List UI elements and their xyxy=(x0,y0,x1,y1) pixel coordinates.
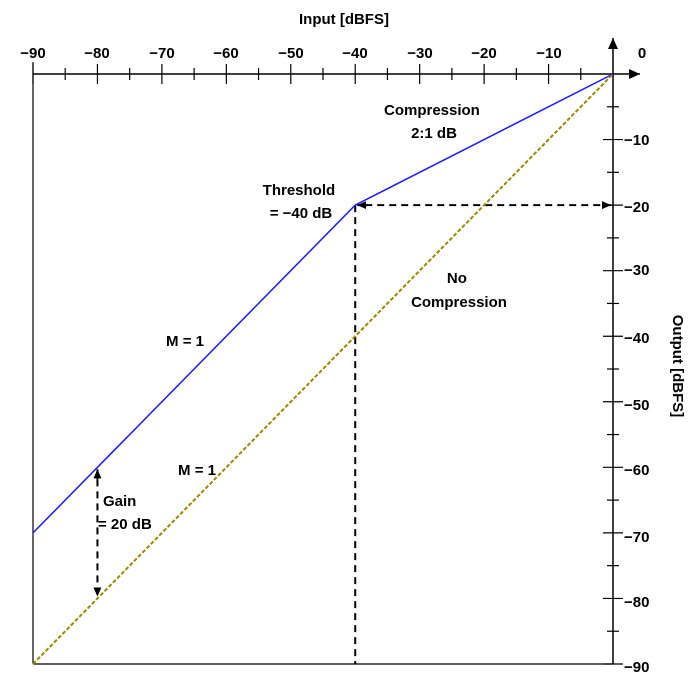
compression-label: Compression 2:1 dB xyxy=(384,102,484,142)
gain-label: Gain = 20 dB xyxy=(98,493,152,533)
y-tick-label: −10 xyxy=(624,132,649,149)
compressed-output-line xyxy=(32,73,614,534)
x-tick-label: −90 xyxy=(20,45,45,62)
gain-label-line: Gain xyxy=(103,493,136,510)
compression-label-line: Compression xyxy=(384,102,480,119)
threshold-label: Threshold = −40 dB xyxy=(263,182,340,222)
slope-label-upper: M = 1 xyxy=(166,333,204,350)
y-tick-label: −50 xyxy=(624,397,649,414)
x-tick-label: −70 xyxy=(149,45,174,62)
axes-frame xyxy=(32,38,640,665)
y-tick-label: −80 xyxy=(624,594,649,611)
gain-label-line: = 20 dB xyxy=(98,516,152,533)
x-tick-label: −10 xyxy=(536,45,561,62)
x-tick-label: −20 xyxy=(471,45,496,62)
x-tick-labels: −90 −80 −70 −60 −50 −40 −30 −20 −10 0 xyxy=(20,45,646,62)
threshold-label-line: Threshold xyxy=(263,182,336,199)
x-tick-label: −50 xyxy=(278,45,303,62)
no-compression-label-line: Compression xyxy=(411,294,507,311)
x-axis-title: Input [dBFS] xyxy=(299,11,389,28)
annotations: Compression 2:1 dB Threshold = −40 dB No… xyxy=(98,102,507,533)
y-tick-label: −60 xyxy=(624,462,649,479)
y-tick-label: −40 xyxy=(624,330,649,347)
y-tick-label: −20 xyxy=(624,199,649,216)
compression-label-line: 2:1 dB xyxy=(411,125,457,142)
no-compression-label-line: No xyxy=(447,270,467,287)
axis-ticks xyxy=(32,64,623,665)
slope-label-lower: M = 1 xyxy=(178,462,216,479)
uncompressed-output-line xyxy=(32,73,614,665)
y-tick-label: −90 xyxy=(624,659,649,676)
y-tick-labels: −10 −20 −30 −40 −50 −60 −70 −80 −90 xyxy=(624,132,649,676)
x-tick-label: −30 xyxy=(407,45,432,62)
y-axis-title: Output [dBFS] xyxy=(669,315,686,417)
threshold-label-line: = −40 dB xyxy=(270,205,333,222)
x-tick-label: −60 xyxy=(213,45,238,62)
no-compression-label: No Compression xyxy=(411,270,507,311)
x-tick-label: −40 xyxy=(342,45,367,62)
x-tick-label: −80 xyxy=(84,45,109,62)
y-tick-label: −30 xyxy=(624,262,649,279)
x-tick-label: 0 xyxy=(638,45,646,62)
plot-area xyxy=(32,73,614,665)
y-tick-label: −70 xyxy=(624,529,649,546)
